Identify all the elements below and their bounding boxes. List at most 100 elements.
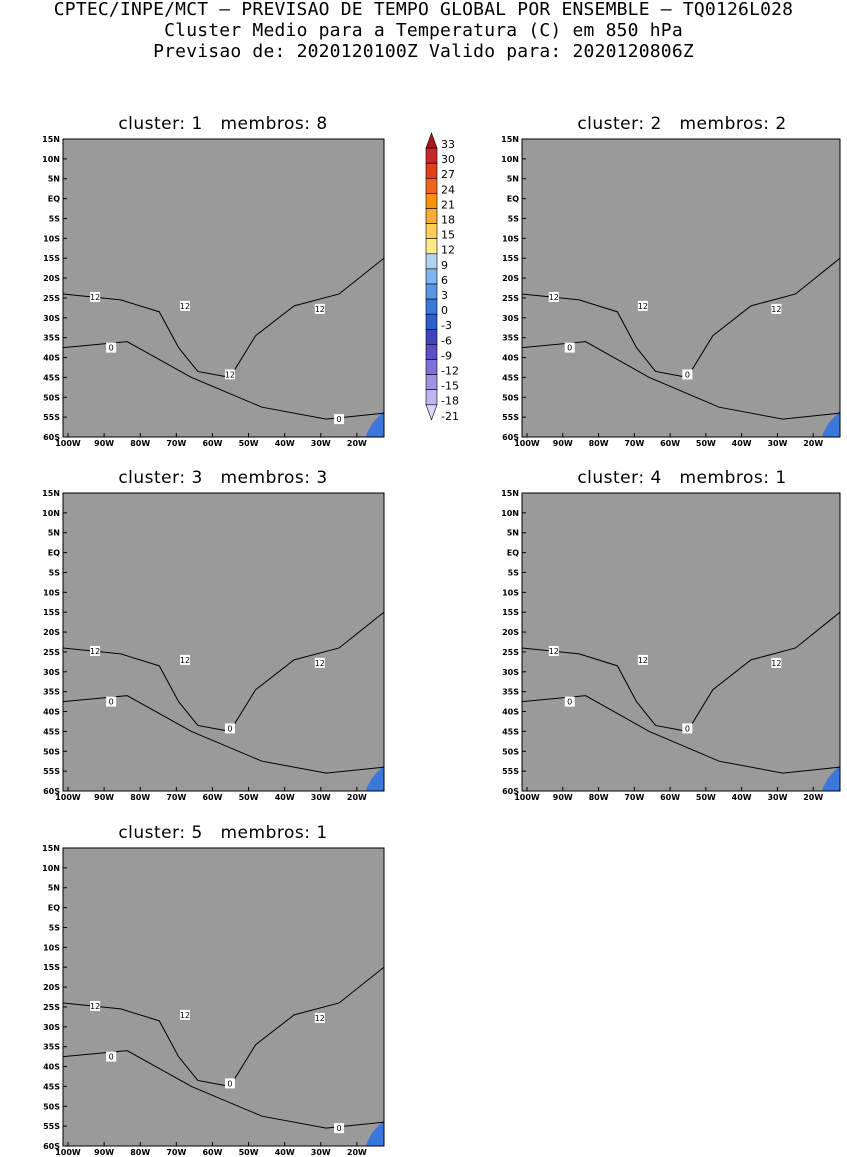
colorbar-label: -15 (441, 380, 459, 393)
lat-tick-label: 30S (43, 314, 60, 323)
lat-tick-label: 10S (43, 943, 60, 952)
contour-label: 0 (227, 724, 232, 733)
map-panel-1: 12 12 12 12 0 0 15N 10N 5N EQ 5S 10S 15S 20S 25S 30S 35S… (42, 135, 385, 448)
lon-tick-label: 40W (275, 439, 295, 448)
contour-line-12 (63, 967, 384, 1086)
contour-label: 12 (638, 656, 648, 665)
lat-tick-label: 10S (43, 588, 60, 597)
contour-label: 12 (225, 370, 235, 379)
lat-tick-label: 20S (43, 628, 60, 637)
contour-label: 12 (315, 659, 325, 668)
colorbar-swatch (425, 328, 438, 345)
map-frame (521, 492, 841, 792)
lat-tick-label: 5N (48, 884, 60, 893)
colorbar-swatch (425, 374, 438, 391)
lat-tick-label: 25S (43, 1003, 60, 1012)
colorbar-label: -21 (441, 410, 459, 423)
map-frame (62, 847, 385, 1147)
colorbar-swatch (425, 238, 438, 255)
lat-tick-label: 25S (43, 294, 60, 303)
colorbar-label: 24 (441, 183, 455, 196)
map-panel-2: 12 12 12 0 0 15N 10N 5N EQ 5S 10S 15S 20S 25S 30S 35S 40… (501, 135, 841, 448)
lat-tick-label: 35S (43, 688, 60, 697)
lon-tick-label: 60W (660, 793, 680, 802)
lat-tick-label: EQ (48, 904, 60, 913)
contour-label: 12 (90, 647, 100, 656)
lat-tick-label: 60S (502, 433, 519, 442)
map-frame (62, 138, 385, 438)
colorbar-swatch (425, 223, 438, 240)
colorbar-swatch (425, 389, 438, 406)
lon-tick-label: 40W (275, 793, 295, 802)
lon-tick-label: 60W (202, 1148, 222, 1157)
colorbar-label: 30 (441, 153, 455, 166)
colorbar-swatch (425, 268, 438, 285)
lat-tick-label: 30S (502, 314, 519, 323)
contour-label: 0 (567, 344, 572, 353)
lat-tick-label: 50S (43, 747, 60, 756)
lat-tick-label: 40S (43, 708, 60, 717)
lat-tick-label: 20S (43, 983, 60, 992)
lon-tick-label: 40W (732, 793, 752, 802)
colorbar-label: 33 (441, 138, 455, 151)
colorbar-label: -6 (441, 334, 452, 347)
lon-tick-label: 90W (94, 793, 114, 802)
lat-tick-label: 5S (49, 214, 61, 223)
colorbar-swatch (425, 298, 438, 315)
colorbar-swatch (425, 404, 438, 421)
lat-tick-label: 60S (502, 787, 519, 796)
lat-tick-label: 30S (43, 668, 60, 677)
lat-tick-label: 5N (507, 529, 519, 538)
colorbar-swatch (425, 283, 438, 300)
lon-tick-label: 40W (275, 1148, 295, 1157)
lat-tick-label: 55S (502, 767, 519, 776)
lat-tick-label: 55S (43, 1122, 60, 1131)
lat-tick-label: 15N (501, 489, 519, 498)
lat-tick-label: 40S (43, 354, 60, 363)
lat-tick-label: 45S (502, 727, 519, 736)
lon-tick-label: 70W (624, 793, 644, 802)
contour-line-0 (522, 342, 840, 419)
lon-tick-label: 100W (55, 439, 81, 448)
contour-label: 12 (90, 1002, 100, 1011)
contour-label: 0 (227, 1079, 232, 1088)
lon-tick-label: 90W (553, 793, 573, 802)
lat-tick-label: 5N (48, 529, 60, 538)
lon-tick-label: 30W (311, 793, 331, 802)
lon-tick-label: 70W (166, 1148, 186, 1157)
lat-tick-label: 15S (43, 963, 60, 972)
lon-tick-label: 50W (239, 439, 259, 448)
lat-tick-label: 10N (42, 509, 60, 518)
lat-tick-label: 5S (508, 214, 520, 223)
colorbar-swatch (425, 147, 438, 164)
panel-5-title: cluster: 5 membros: 1 (118, 823, 328, 843)
lon-tick-label: 60W (202, 793, 222, 802)
lat-tick-label: 15N (42, 844, 60, 853)
contour-label: 12 (549, 647, 559, 656)
continent-outline (547, 505, 751, 782)
lon-tick-label: 60W (202, 439, 222, 448)
lon-tick-label: 100W (514, 793, 540, 802)
lon-tick-label: 50W (239, 1148, 259, 1157)
lat-tick-label: 55S (43, 767, 60, 776)
contour-label: 12 (180, 1011, 190, 1020)
lat-tick-label: 55S (43, 413, 60, 422)
contour-label: 0 (685, 370, 690, 379)
colorbar-label: -18 (441, 395, 459, 408)
lat-tick-label: 15S (43, 608, 60, 617)
lat-tick-label: 5S (49, 568, 61, 577)
colorbar-swatch (425, 313, 438, 330)
header-title: CPTEC/INPE/MCT – PREVISAO DE TEMPO GLOBA… (53, 0, 794, 20)
lat-tick-label: 10N (501, 155, 519, 164)
colorbar-label: 3 (441, 289, 448, 302)
lat-tick-label: 10N (501, 509, 519, 518)
lon-tick-label: 30W (311, 1148, 331, 1157)
lat-tick-label: 10S (502, 588, 519, 597)
colorbar-label: 15 (441, 229, 455, 242)
lon-tick-label: 80W (130, 793, 150, 802)
continent-outline (89, 860, 294, 1137)
lon-tick-label: 70W (624, 439, 644, 448)
lat-tick-label: 60S (43, 433, 60, 442)
lat-tick-label: 35S (43, 1043, 60, 1052)
